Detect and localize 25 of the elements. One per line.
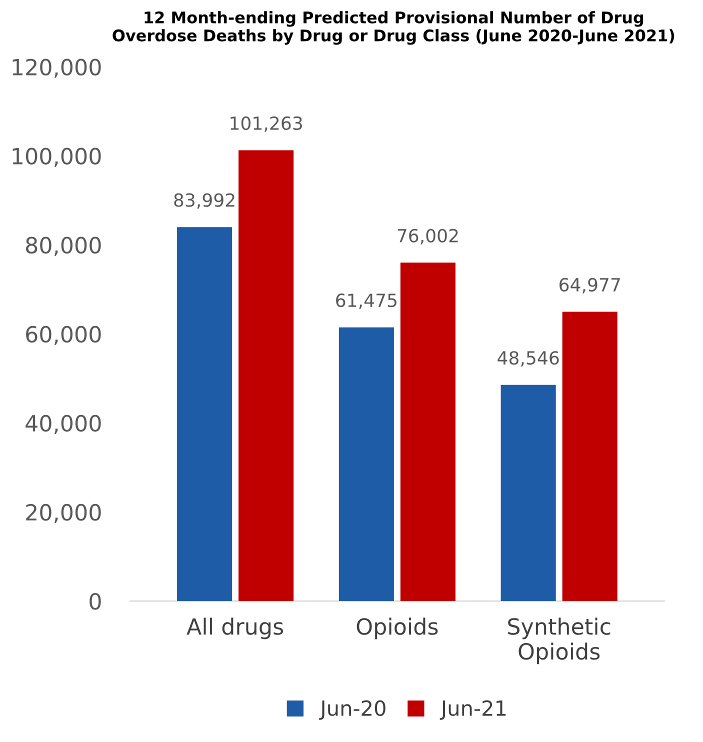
legend-label: Jun-21 <box>440 700 506 720</box>
bar <box>338 327 394 602</box>
y-tick-label: 120,000 <box>12 58 101 78</box>
y-tick-label: 60,000 <box>26 326 101 345</box>
data-label: 83,992 <box>174 193 234 209</box>
data-label: 61,475 <box>336 294 396 310</box>
bar <box>177 227 232 602</box>
x-tick-label: All drugs <box>186 618 284 640</box>
x-tick-label: Synthetic Opioids <box>508 618 610 664</box>
y-tick-label: 0 <box>90 592 101 610</box>
chart-title: 12 Month-ending Predicted Provisional Number of Drug Overdose Deaths by Drug or Drug Class (June 2020-June 2021) <box>112 11 674 45</box>
legend-label: Jun-20 <box>319 700 386 720</box>
bar <box>400 262 456 602</box>
y-tick-label: 80,000 <box>26 236 101 256</box>
y-tick-label: 40,000 <box>26 414 101 434</box>
data-label: 101,263 <box>230 116 302 132</box>
x-tick-label: Opioids <box>356 618 438 640</box>
data-label: 48,546 <box>498 351 559 367</box>
bar <box>562 312 618 602</box>
bar <box>238 150 294 602</box>
y-tick-label: 100,000 <box>12 148 101 167</box>
data-label: 64,977 <box>560 278 620 294</box>
y-tick-label: 20,000 <box>26 504 101 524</box>
bar <box>500 384 556 602</box>
data-label: 76,002 <box>398 228 458 244</box>
